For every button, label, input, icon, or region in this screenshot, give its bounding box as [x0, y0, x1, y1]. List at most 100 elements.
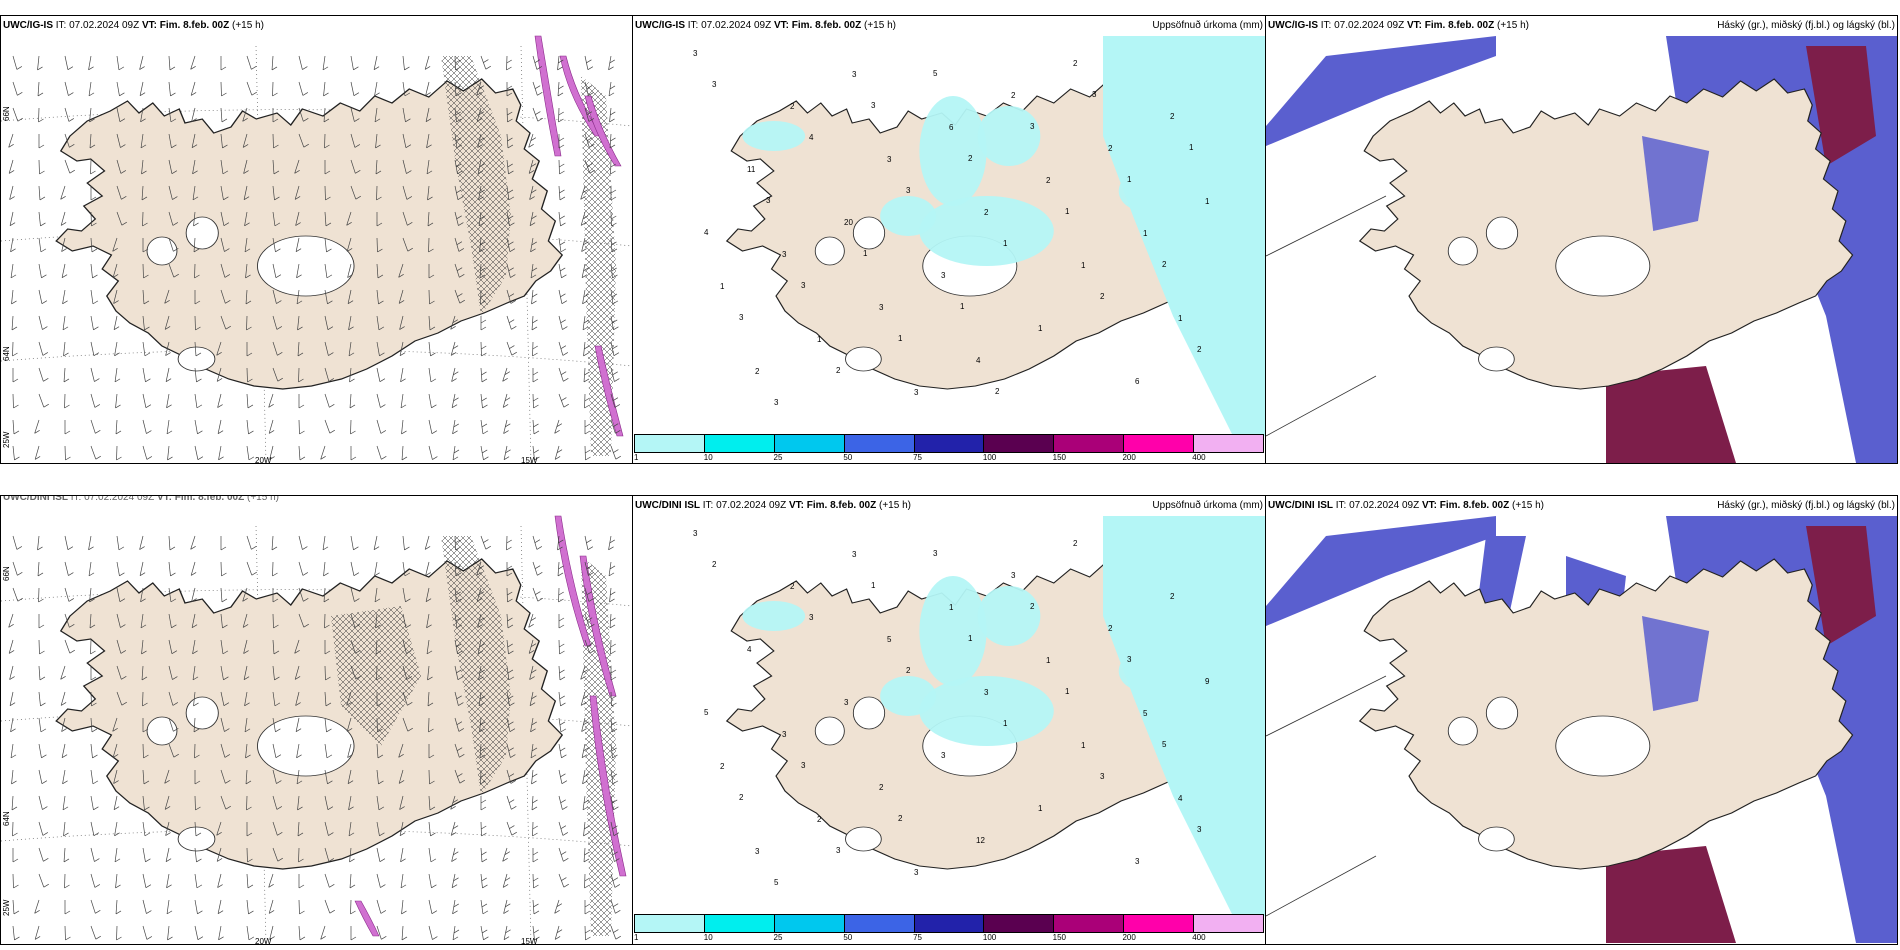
map-clouds-dini: [1266, 516, 1897, 943]
colorbar-segment: [1054, 915, 1125, 932]
precip-value: 4: [1178, 794, 1183, 803]
precip-value: 1: [1038, 804, 1043, 813]
precip-area: [1103, 36, 1265, 436]
precip-value: 4: [976, 356, 981, 365]
colorbar-segment: [844, 435, 915, 452]
precip-colorbar-labels: 1 10 25 50 75 100 150 200 400: [634, 453, 1262, 463]
precip-value: 3: [712, 80, 717, 89]
iceland-land: [1358, 78, 1854, 390]
panel-field-title: Uppsöfnuð úrkoma (mm): [1152, 500, 1263, 511]
precip-value: 2: [1030, 602, 1035, 611]
precip-colorbar-labels: 1 10 25 50 75 100 150 200 400: [634, 933, 1262, 943]
lat-label-64n: 64N: [2, 346, 11, 361]
jet-region: [354, 900, 380, 937]
colorbar-tick: 400: [1192, 453, 1206, 462]
precip-value: 1: [1143, 229, 1148, 238]
glacier-hofsjokull: [185, 216, 219, 250]
precip-value: 3: [906, 186, 911, 195]
precip-value: 5: [774, 878, 779, 887]
precip-value: 2: [1108, 144, 1113, 153]
precip-value: 3: [1030, 122, 1035, 131]
precip-value: 3: [852, 550, 857, 559]
precip-value: 6: [1135, 377, 1140, 386]
precip-colorbar: [634, 914, 1264, 933]
colorbar-tick: 75: [913, 933, 923, 942]
precip-patch: [919, 576, 987, 686]
panel-field-title: Háský (gr.), miðský (fj.bl.) og lágský (…: [1717, 500, 1895, 511]
glacier-vatnajokull: [1555, 715, 1651, 777]
glacier-langjokull: [146, 716, 178, 746]
precip-value: 5: [887, 635, 892, 644]
precip-patch: [919, 676, 1054, 746]
precip-value: 2: [1100, 292, 1105, 301]
precip-value: 1: [1065, 687, 1070, 696]
precip-value: 3: [871, 101, 876, 110]
cloud-band-high: [1266, 516, 1496, 626]
precip-value: 1: [898, 334, 903, 343]
precip-value: 1: [1038, 324, 1043, 333]
jet-region: [534, 35, 562, 157]
glacier-hofsjokull: [1485, 696, 1519, 730]
lat-label-66n: 66N: [2, 566, 11, 581]
glacier-hofsjokull: [852, 216, 886, 250]
glacier-langjokull: [814, 716, 845, 746]
colorbar-tick: 100: [982, 453, 997, 462]
precip-value: 3: [693, 529, 698, 538]
precip-patch: [880, 676, 937, 716]
glacier-myrdalsjokull: [1478, 826, 1515, 852]
colorbar-tick: 400: [1192, 933, 1206, 942]
colorbar-tick: 25: [773, 933, 783, 942]
colorbar-tick: 10: [703, 453, 713, 462]
colorbar-tick: 100: [982, 933, 997, 942]
cloud-band-mid: [1642, 136, 1710, 231]
colorbar-segment: [1054, 435, 1125, 452]
precip-value: 1: [1046, 656, 1051, 665]
map-wind-ig: [1, 35, 632, 463]
precip-value: 5: [704, 708, 709, 717]
precip-value: 1: [1178, 314, 1183, 323]
precip-value: 2: [1170, 112, 1175, 121]
colorbar-tick: 200: [1122, 933, 1136, 942]
precip-value: 3: [1135, 857, 1140, 866]
precip-patch: [742, 601, 806, 631]
panel-header: UWC/DINI ISL IT: 07.02.2024 09Z VT: Fim.…: [3, 495, 279, 503]
colorbar-segment: [914, 915, 985, 932]
cloud-band-low: [1606, 366, 1736, 463]
cloud-band-high: [1266, 36, 1496, 146]
colorbar-tick: 25: [773, 453, 783, 462]
colorbar-segment: [704, 435, 775, 452]
map-clouds-ig: [1266, 36, 1897, 463]
colorbar-tick: 50: [843, 933, 853, 942]
precip-value: 2: [1046, 176, 1051, 185]
precip-value: 3: [941, 271, 946, 280]
precip-value: 11: [747, 165, 756, 174]
jet-region: [579, 555, 617, 697]
precip-value: 2: [906, 666, 911, 675]
glacier-myrdalsjokull: [845, 826, 882, 852]
panel-precip-dini: 3 2 5 3 1 4 3 3 1 1 5 2 2 3 3 2 9 3 2 12 2 2 4 3 3 1 3 2 3 2 1 3 3 5 1 1 1 5 2…: [632, 495, 1266, 945]
precip-value: 1: [949, 603, 954, 612]
colorbar-tick: 150: [1052, 933, 1067, 942]
lon-label-25w: 25W: [2, 899, 11, 916]
colorbar-segment: [1124, 915, 1195, 932]
precip-value: 2: [968, 154, 973, 163]
precip-value: 4: [747, 645, 752, 654]
precip-value: 2: [755, 367, 760, 376]
precip-value: 3: [809, 613, 814, 622]
precip-value: 1: [1003, 719, 1008, 728]
lat-label-64n: 64N: [2, 811, 11, 826]
precip-value: 4: [704, 228, 709, 237]
precip-value: 2: [836, 366, 841, 375]
precip-value: 2: [790, 582, 795, 591]
colorbar-tick: 1: [634, 453, 639, 462]
glacier-langjokull: [1447, 716, 1478, 746]
lat-label-66n: 66N: [2, 106, 11, 121]
precip-patch: [880, 196, 937, 236]
jet-region: [594, 345, 624, 437]
precip-value: 3: [1011, 571, 1016, 580]
precip-value: 3: [844, 698, 849, 707]
precip-value: 2: [1073, 539, 1078, 548]
precip-value: 2: [1073, 59, 1078, 68]
precip-value: 3: [933, 549, 938, 558]
precip-area: [1103, 516, 1265, 916]
